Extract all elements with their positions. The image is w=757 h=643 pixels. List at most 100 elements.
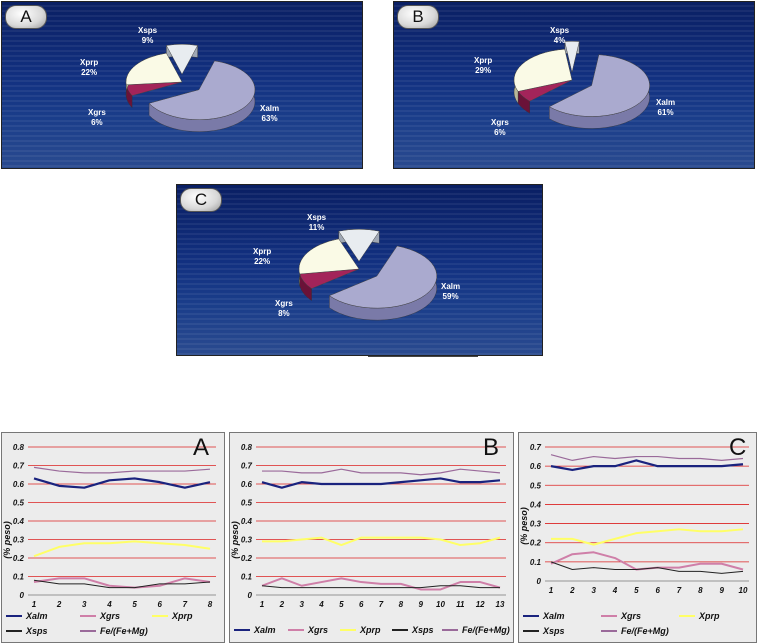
pie-b-name-alm: Xalm — [656, 98, 676, 107]
legend-swatch — [340, 629, 356, 631]
pie-slice-xsps — [564, 41, 580, 73]
legend-swatch — [6, 615, 22, 617]
y-tick-label: 0.7 — [241, 462, 253, 471]
pie-slice-xalm — [148, 60, 256, 120]
legend-swatch — [80, 615, 96, 617]
pie-a-pct-grs: 6% — [91, 118, 103, 127]
legend-item: Fe/(Fe+Mg) — [80, 626, 148, 636]
legend-label: Xalm — [26, 611, 48, 621]
panel-letter-a: A — [193, 434, 210, 461]
y-tick-label: 0.3 — [241, 536, 253, 545]
pie-slice-xprp — [125, 52, 183, 86]
series-line-xalm — [261, 477, 501, 489]
y-tick-label: 0.1 — [241, 573, 253, 582]
legend-label: Fe/(Fe+Mg) — [621, 626, 669, 636]
series-line-xprp — [33, 540, 211, 558]
pie-chart-a: A Xsps 9% Xprp 22% Xgrs 6% Xalm 63% — [1, 1, 363, 169]
y-tick-label: 0.4 — [530, 500, 542, 509]
series-line-xalm — [550, 459, 744, 472]
panel-badge-a: A — [5, 5, 47, 29]
legend-label: Xsps — [412, 625, 434, 635]
series-line-xsps — [261, 585, 500, 589]
pie-c-name-grs: Xgrs — [275, 299, 293, 308]
line-c-legend: Xalm Xgrs Xprp Xsps Fe/(Fe+Mg) — [519, 609, 756, 641]
pie-c-pct-prp: 22% — [254, 257, 271, 266]
pie-a-label-prp: Xprp 22% — [80, 58, 98, 78]
pie-c-label-grs: Xgrs 8% — [275, 299, 293, 319]
pie-a-name-grs: Xgrs — [88, 108, 106, 117]
legend-item: Xalm — [6, 611, 48, 621]
line-chart-a: 0 0.1 0.2 0.3 0.4 0.5 0.6 0.7 0.8 1 2 3 4 5 6 7 8 (% pes… — [1, 432, 225, 643]
legend-item: Fe/(Fe+Mg) — [601, 626, 669, 636]
pie-b-pct-grs: 6% — [494, 128, 506, 137]
pie-b-name-prp: Xprp — [474, 56, 493, 65]
legend-label: Xsps — [26, 626, 48, 636]
y-tick-label: 0.8 — [13, 443, 25, 452]
x-tick-label: 10 — [739, 586, 748, 595]
y-tick-label: 0.2 — [241, 554, 253, 563]
x-tick-label: 5 — [132, 600, 137, 609]
x-tick-label: 5 — [339, 600, 344, 609]
series-line-xsps — [33, 579, 211, 589]
pie-a-pct-prp: 22% — [81, 68, 98, 77]
y-tick-label: 0.4 — [241, 517, 253, 526]
x-tick-label: 13 — [496, 600, 505, 609]
panel-badge-c: C — [180, 188, 222, 212]
pie-b-svg — [394, 5, 754, 167]
x-tick-label: 1 — [260, 600, 265, 609]
pie-slice-xprp — [513, 48, 573, 92]
legend-label: Xgrs — [308, 625, 329, 635]
series-line-xsps — [550, 561, 744, 574]
pie-c-name-prp: Xprp — [253, 247, 272, 256]
legend-label: Xalm — [254, 625, 276, 635]
legend-item: Xgrs — [288, 625, 328, 635]
legend-label: Xprp — [172, 611, 193, 621]
pie-b-label-alm: Xalm 61% — [656, 98, 675, 118]
y-tick-label: 0.4 — [13, 517, 25, 526]
pie-a-name-alm: Xalm — [260, 104, 280, 113]
line-b-legend: Xalm Xgrs Xprp Xsps Fe/(Fe+Mg) — [230, 623, 513, 641]
x-tick-label: 6 — [157, 600, 162, 609]
y-tick-label: 0.3 — [530, 520, 542, 529]
x-tick-label: 4 — [106, 600, 112, 609]
pie-b-label-sps: Xsps 4% — [550, 26, 569, 46]
series-line-xprp — [262, 536, 501, 547]
legend-label: Xalm — [543, 611, 565, 621]
pie-c-label-prp: Xprp 22% — [253, 247, 271, 267]
pie-slice-xsps — [338, 229, 380, 262]
y-tick-label: 0.6 — [530, 462, 542, 471]
legend-swatch — [392, 629, 408, 631]
y-tick-label: 0.2 — [530, 539, 542, 548]
pie-b-label-prp: Xprp 29% — [474, 56, 492, 76]
x-tick-label: 10 — [436, 600, 445, 609]
legend-swatch — [601, 615, 617, 617]
pie-c-pct-alm: 59% — [442, 292, 459, 301]
y-tick-label: 0 — [248, 591, 253, 600]
pie-slice-xalm — [328, 245, 437, 309]
x-tick-label: 3 — [299, 600, 304, 609]
panel-letter-b: B — [483, 434, 500, 461]
pie-a-label-alm: Xalm 63% — [260, 104, 279, 124]
stray-mark — [368, 356, 478, 357]
line-a-legend: Xalm Xgrs Xprp Xsps Fe/(Fe+Mg) — [2, 609, 224, 641]
x-tick-label: 9 — [418, 600, 423, 609]
legend-label: Xgrs — [100, 611, 121, 621]
pie-c-label-sps: Xsps 11% — [307, 213, 326, 233]
legend-label: Xsps — [543, 626, 565, 636]
pie-b-pct-sps: 4% — [553, 36, 566, 45]
x-tick-label: 2 — [56, 600, 62, 609]
x-tick-label: 3 — [591, 586, 596, 595]
x-tick-label: 2 — [569, 586, 575, 595]
pie-a-pct-alm: 63% — [261, 114, 278, 123]
pie-c-name-alm: Xalm — [441, 282, 461, 291]
pie-c-pct-sps: 11% — [308, 223, 325, 232]
pie-a-svg — [2, 5, 362, 167]
y-tick-label: 0.5 — [530, 481, 542, 490]
pie-a-label-sps: Xsps 9% — [138, 26, 157, 46]
x-tick-label: 8 — [698, 586, 703, 595]
x-tick-label: 1 — [549, 586, 554, 595]
y-tick-label: 0 — [20, 591, 25, 600]
y-tick-label: 0.7 — [13, 462, 25, 471]
pie-slice-xprp — [298, 238, 360, 275]
pie-b-pct-prp: 29% — [475, 66, 492, 75]
